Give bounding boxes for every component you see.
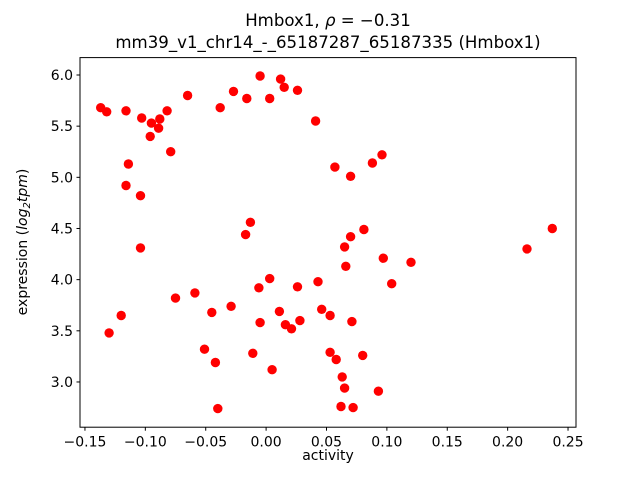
scatter-point xyxy=(207,307,217,318)
scatter-point xyxy=(199,344,210,354)
y-tick-label: 4.0 xyxy=(51,273,73,289)
scatter-point xyxy=(325,347,335,357)
scatter-point xyxy=(295,315,305,326)
x-tick-label: 0.05 xyxy=(311,435,342,451)
chart-subtitle: mm39_v1_chr14_-_65187287_65187335 (Hmbox… xyxy=(115,33,541,52)
scatter-point xyxy=(331,354,341,365)
scatter-point xyxy=(547,223,557,234)
scatter-point xyxy=(275,74,286,84)
scatter-point xyxy=(286,324,297,334)
x-tick-label: −0.05 xyxy=(184,435,227,451)
scatter-point xyxy=(215,103,225,113)
scatter-point xyxy=(330,162,340,172)
title-rho-value: = −0.31 xyxy=(335,11,411,30)
scatter-point xyxy=(339,383,350,393)
y-tick-label: 5.0 xyxy=(51,170,73,186)
scatter-point xyxy=(345,232,356,242)
x-tick-label: 0.00 xyxy=(251,435,282,451)
scatter-point xyxy=(121,180,131,191)
scatter-point xyxy=(267,365,277,375)
scatter-point xyxy=(347,316,357,327)
scatter-point xyxy=(359,224,369,235)
scatter-point xyxy=(313,277,323,287)
scatter-point xyxy=(170,293,181,303)
scatter-point xyxy=(265,93,275,104)
scatter-point xyxy=(337,372,347,382)
scatter-point xyxy=(522,244,532,254)
x-tick-label: 0.25 xyxy=(552,435,583,451)
scatter-point xyxy=(145,131,155,142)
scatter-point xyxy=(274,306,285,317)
scatter-point xyxy=(242,93,252,104)
scatter-point xyxy=(265,273,275,284)
plot-frame xyxy=(79,57,577,428)
title-gene-name: Hmbox1, xyxy=(245,11,325,30)
x-axis-label: activity xyxy=(302,448,354,464)
scatter-point xyxy=(153,123,164,133)
y-tick-label: 5.5 xyxy=(51,119,73,135)
y-axis-label: expression (log2tpm) xyxy=(15,168,33,316)
scatter-point xyxy=(406,257,416,267)
scatter-point xyxy=(226,301,236,311)
scatter-point xyxy=(123,159,134,169)
scatter-point xyxy=(341,261,351,271)
rho-symbol: ρ xyxy=(324,11,336,30)
scatter-point xyxy=(166,147,176,157)
scatter-point xyxy=(373,386,384,396)
y-tick-label: 3.0 xyxy=(51,375,73,391)
scatter-point xyxy=(162,106,172,116)
scatter-point xyxy=(240,229,251,240)
scatter-point xyxy=(116,310,126,321)
scatter-point xyxy=(210,357,221,368)
y-tick-label: 6.0 xyxy=(51,68,73,84)
scatter-point xyxy=(325,310,335,321)
scatter-point xyxy=(255,71,265,81)
scatter-point xyxy=(378,253,388,263)
scatter-point xyxy=(255,317,265,328)
scatter-point xyxy=(292,282,303,292)
scatter-point xyxy=(387,279,397,289)
x-tick-label: 0.15 xyxy=(432,435,463,451)
scatter-point xyxy=(146,118,157,128)
scatter-point xyxy=(135,243,146,253)
scatter-point xyxy=(310,116,321,126)
x-tick-label: 0.20 xyxy=(492,435,523,451)
scatter-point xyxy=(190,288,200,298)
scatter-point xyxy=(182,90,193,101)
scatter-point xyxy=(345,171,356,181)
scatter-point xyxy=(213,403,223,414)
scatter-point xyxy=(317,304,327,314)
y-tick-label: 3.5 xyxy=(51,324,73,340)
scatter-point xyxy=(137,113,147,123)
scatter-point xyxy=(339,242,350,252)
scatter-point xyxy=(292,85,303,96)
x-tick-label: −0.15 xyxy=(63,435,106,451)
scatter-point xyxy=(254,283,264,293)
scatter-point xyxy=(336,401,346,412)
y-tick-label: 4.5 xyxy=(51,221,73,237)
scatter-point xyxy=(121,106,131,116)
scatter-point xyxy=(245,217,256,227)
scatter-point xyxy=(367,158,378,168)
x-tick-label: −0.10 xyxy=(124,435,167,451)
chart-title: Hmbox1, ρ = −0.31 xyxy=(80,11,576,30)
scatter-point xyxy=(377,150,387,160)
scatter-point xyxy=(358,350,368,361)
scatter-point xyxy=(135,191,146,201)
scatter-point xyxy=(248,348,258,358)
scatter-point xyxy=(104,328,114,338)
scatter-point xyxy=(228,86,239,97)
scatter-point xyxy=(348,402,358,413)
scatter-point xyxy=(279,82,289,93)
scatter-point xyxy=(102,107,112,117)
scatter-point xyxy=(155,114,165,124)
x-tick-label: 0.10 xyxy=(371,435,402,451)
